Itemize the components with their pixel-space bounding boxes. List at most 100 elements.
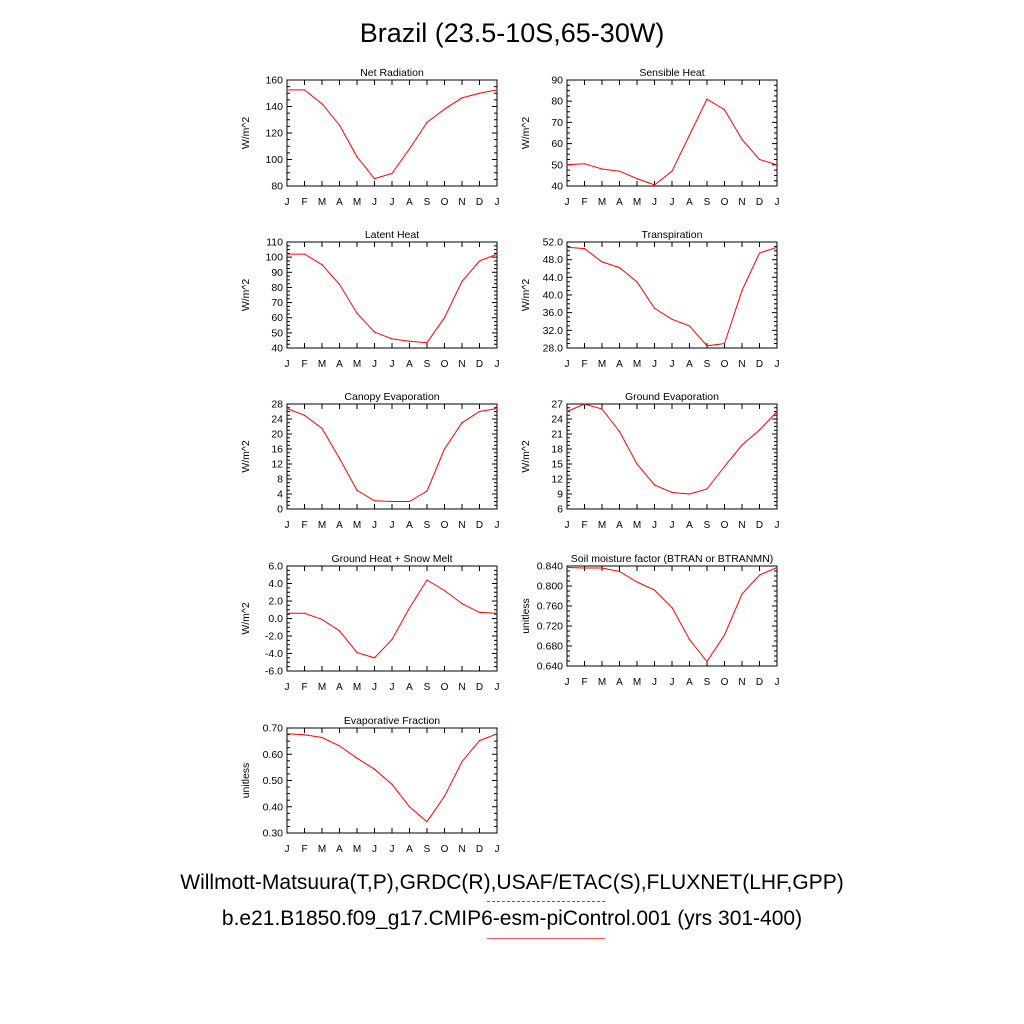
x-tick-label: N <box>738 197 745 208</box>
data-point <box>373 768 376 770</box>
data-point <box>391 638 393 641</box>
plot-frame <box>286 727 498 834</box>
y-tick-label: 4.0 <box>268 578 283 590</box>
data-point <box>566 246 568 248</box>
data-point <box>776 164 778 166</box>
x-tick-label: J <box>652 197 657 208</box>
y-tick-label: 0.30 <box>263 828 284 840</box>
y-tick-label: 40 <box>271 343 283 355</box>
y-tick-label: 9 <box>557 489 563 501</box>
data-point <box>618 267 621 269</box>
data-point <box>426 579 428 581</box>
chart-title: Ground Evaporation <box>625 391 719 403</box>
data-point <box>303 414 306 416</box>
y-tick-label: 100 <box>265 154 283 166</box>
data-point <box>671 170 673 172</box>
x-tick-label: M <box>353 682 361 693</box>
x-tick-label: S <box>424 844 431 855</box>
data-point <box>426 342 428 344</box>
data-point <box>303 253 306 255</box>
x-tick-label: O <box>441 682 449 693</box>
x-tick-label: D <box>476 197 483 208</box>
data-point <box>321 103 323 105</box>
x-tick-label: J <box>495 520 500 531</box>
y-tick-label: 110 <box>266 237 283 249</box>
data-point <box>443 108 446 110</box>
data-point <box>391 783 393 786</box>
data-point <box>583 403 586 405</box>
data-point <box>478 92 481 94</box>
data-point <box>688 638 691 641</box>
x-tick-label: D <box>476 520 483 531</box>
data-point <box>636 581 638 583</box>
chart-title: Sensible Heat <box>639 67 704 79</box>
y-tick-label: 80 <box>271 181 283 193</box>
chart-title: Ground Heat + Snow Melt <box>331 553 452 565</box>
series-line <box>566 403 778 495</box>
x-tick-label: D <box>476 359 483 370</box>
series-line <box>286 408 498 502</box>
y-tick-label: 52.0 <box>543 237 564 249</box>
x-tick-label: J <box>565 677 570 688</box>
x-tick-label: A <box>686 359 693 370</box>
figure-title: Brazil (23.5-10S,65-30W) <box>359 18 665 48</box>
data-point <box>426 121 428 123</box>
x-tick-label: A <box>336 520 343 531</box>
x-tick-label: O <box>441 359 449 370</box>
y-tick-label: 24 <box>271 414 283 426</box>
data-point <box>338 745 341 747</box>
x-tick-label: J <box>495 359 500 370</box>
y-tick-label: 21 <box>551 429 563 441</box>
data-point <box>741 138 743 140</box>
data-point <box>706 345 708 347</box>
data-point <box>618 430 621 433</box>
chart-title: Canopy Evaporation <box>344 391 439 403</box>
x-tick-label: J <box>390 197 395 208</box>
y-tick-label: 32.0 <box>543 325 564 337</box>
y-tick-label: 28 <box>271 399 283 411</box>
data-point <box>478 260 481 262</box>
data-point <box>723 342 726 345</box>
x-tick-label: J <box>285 682 290 693</box>
data-point <box>443 448 446 450</box>
x-tick-label: S <box>704 677 711 688</box>
y-axis-label: W/m^2 <box>240 279 252 312</box>
x-tick-label: S <box>424 682 431 693</box>
data-point <box>723 109 726 111</box>
data-point <box>303 734 306 736</box>
y-axis-label: unitless <box>520 598 532 634</box>
x-tick-label: J <box>565 520 570 531</box>
y-tick-label: 0.680 <box>537 641 563 653</box>
y-tick-label: 0.70 <box>263 723 284 735</box>
data-point <box>461 97 463 99</box>
x-tick-label: J <box>390 844 395 855</box>
x-tick-label: J <box>372 844 377 855</box>
y-tick-label: -4.0 <box>265 648 283 660</box>
x-tick-label: J <box>775 677 780 688</box>
x-tick-label: J <box>565 359 570 370</box>
x-tick-label: M <box>598 359 606 370</box>
y-tick-label: 18 <box>551 444 563 456</box>
plot-frame <box>286 79 498 187</box>
data-point <box>443 317 446 319</box>
x-tick-label: F <box>301 359 307 370</box>
y-tick-label: 80 <box>551 96 563 108</box>
data-point <box>426 490 428 492</box>
x-tick-label: J <box>670 197 675 208</box>
data-point <box>321 264 323 266</box>
x-tick-label: J <box>372 359 377 370</box>
data-point <box>478 611 481 613</box>
data-point <box>653 484 656 486</box>
y-tick-label: 60 <box>271 312 283 324</box>
data-point <box>408 148 411 150</box>
x-tick-label: D <box>756 520 763 531</box>
data-point <box>671 318 673 320</box>
y-tick-label: 2.0 <box>268 596 283 608</box>
data-point <box>286 612 288 614</box>
y-tick-label: 48.0 <box>543 254 564 266</box>
y-tick-label: 70 <box>271 297 283 309</box>
plot-frame <box>566 241 778 349</box>
data-point <box>566 164 568 166</box>
y-tick-label: 160 <box>265 75 283 87</box>
